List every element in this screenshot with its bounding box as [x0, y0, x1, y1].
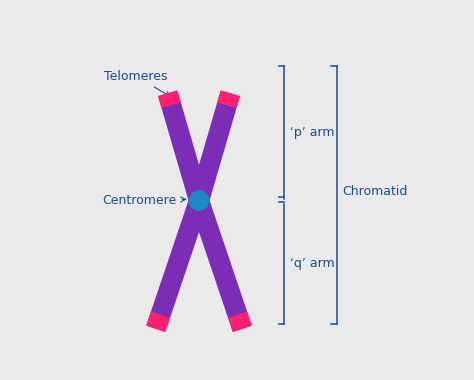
Text: Centromere: Centromere [102, 194, 186, 207]
Polygon shape [147, 198, 208, 331]
Polygon shape [218, 91, 239, 107]
Text: ‘p’ arm: ‘p’ arm [291, 126, 335, 139]
Polygon shape [190, 91, 239, 203]
Polygon shape [229, 312, 251, 331]
Text: Chromatid: Chromatid [342, 185, 407, 198]
Polygon shape [159, 91, 208, 203]
Polygon shape [159, 91, 180, 107]
Text: Telomeres: Telomeres [104, 70, 170, 96]
Text: ‘q’ arm: ‘q’ arm [291, 257, 335, 271]
Circle shape [190, 191, 209, 211]
Polygon shape [147, 312, 169, 331]
Polygon shape [190, 198, 251, 331]
